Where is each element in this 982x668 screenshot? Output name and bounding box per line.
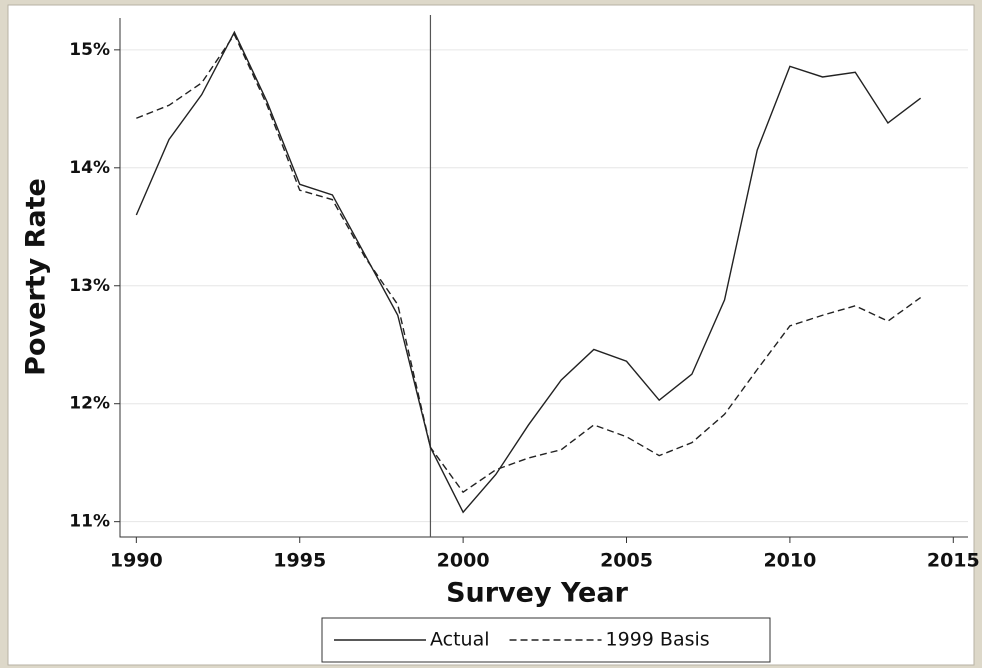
y-axis-title: Poverty Rate	[21, 178, 52, 376]
y-tick-label: 15%	[69, 40, 110, 60]
series-line	[136, 33, 922, 494]
x-tick-label: 2010	[763, 550, 816, 572]
x-tick-label: 2015	[927, 550, 980, 572]
x-tick-label: 1995	[273, 550, 326, 572]
legend-label: 1999 Basis	[606, 629, 710, 651]
axes	[119, 18, 968, 538]
x-tick-label: 1990	[110, 550, 163, 572]
y-tick-label: 14%	[69, 158, 110, 178]
chart-frame	[7, 4, 975, 666]
x-tick-label: 2000	[437, 550, 490, 572]
series-line	[135, 30, 922, 514]
x-tick-label: 2005	[600, 550, 653, 572]
y-tick-label: 11%	[69, 512, 110, 532]
y-tick-label: 13%	[69, 276, 110, 296]
y-tick-label: 12%	[69, 394, 110, 414]
legend-label: Actual	[430, 629, 490, 651]
x-axis-title: Survey Year	[446, 578, 628, 609]
